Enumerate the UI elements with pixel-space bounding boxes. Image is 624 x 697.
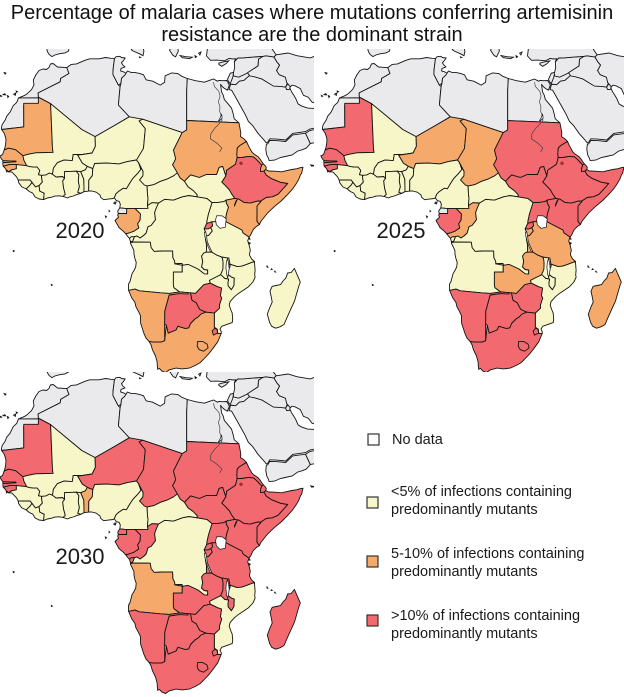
svg-text:2020: 2020 [56, 218, 105, 243]
svg-text:predominantly mutants: predominantly mutants [391, 564, 538, 580]
svg-text:2030: 2030 [56, 544, 105, 569]
svg-text:predominantly mutants: predominantly mutants [391, 626, 538, 642]
svg-text:predominantly mutants: predominantly mutants [391, 502, 538, 518]
svg-text:No data: No data [392, 432, 444, 448]
svg-text:5-10% of infections containing: 5-10% of infections containing [391, 546, 584, 562]
svg-text:<5% of infections containing: <5% of infections containing [391, 484, 572, 500]
svg-text:>10% of infections containing: >10% of infections containing [391, 608, 580, 624]
svg-text:2025: 2025 [377, 218, 426, 243]
